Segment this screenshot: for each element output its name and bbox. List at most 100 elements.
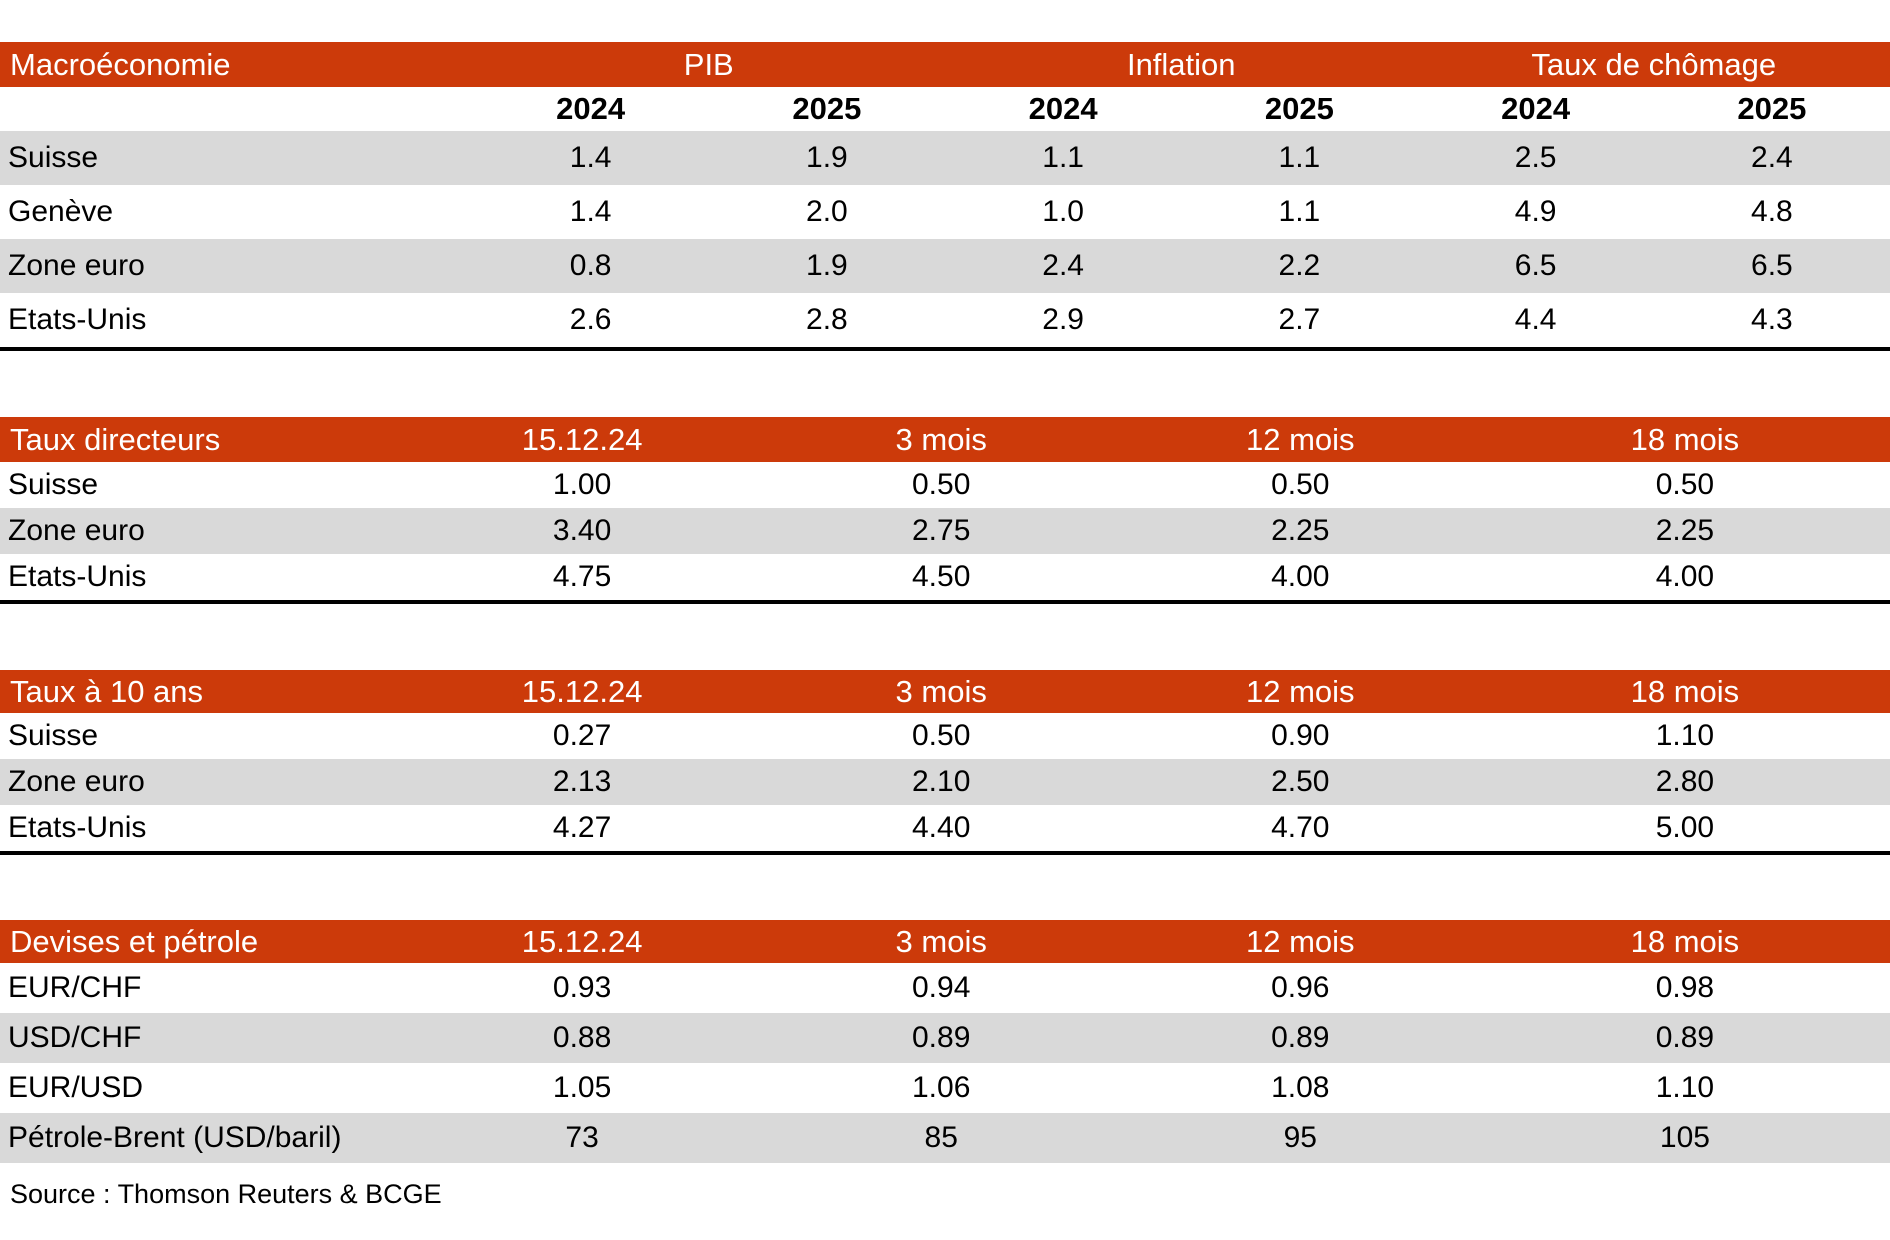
empty-corner-cell <box>0 87 473 131</box>
row-label: Etats-Unis <box>8 303 147 336</box>
row-label: EUR/USD <box>8 1071 144 1104</box>
cell-value: 2.0 <box>806 195 848 228</box>
row-label: Zone euro <box>8 765 145 798</box>
table-taux-10-ans: Taux à 10 ans 15.12.24 3 mois 12 mois 18… <box>0 670 1890 855</box>
source-note: Source : Thomson Reuters & BCGE <box>10 1179 442 1209</box>
group-header-chomage: Taux de chômage <box>1417 42 1890 87</box>
cell-value: 2.50 <box>1271 765 1330 798</box>
row-label: Zone euro <box>8 249 145 282</box>
cell-value: 1.06 <box>912 1071 971 1104</box>
cell-value: 0.89 <box>1271 1021 1330 1054</box>
year-header: 2024 <box>1417 87 1654 131</box>
cell-value: 0.89 <box>1655 1021 1715 1054</box>
year-header: 2025 <box>708 87 945 131</box>
cell-value: 4.00 <box>1655 560 1715 593</box>
cell-value: 1.4 <box>569 141 612 174</box>
col-header-12mois: 12 mois <box>1120 670 1480 713</box>
year-header: 2025 <box>1181 87 1418 131</box>
group-header-inflation: Inflation <box>945 42 1418 87</box>
cell-value: 1.0 <box>1042 195 1084 228</box>
row-label: Pétrole-Brent (USD/baril) <box>8 1121 342 1154</box>
row-label: Suisse <box>8 468 99 501</box>
cell-value: 4.70 <box>1271 811 1330 844</box>
col-header-18mois: 18 mois <box>1479 417 1890 462</box>
table-taux-directeurs: Taux directeurs 15.12.24 3 mois 12 mois … <box>0 417 1890 604</box>
taux-directeurs-header-row: Taux directeurs 15.12.24 3 mois 12 mois … <box>0 417 1890 462</box>
col-header-date: 15.12.24 <box>402 920 762 963</box>
table-row-usd-chf: USD/CHF 0.88 0.89 0.89 0.89 <box>0 1013 1890 1063</box>
cell-value: 4.75 <box>552 560 612 593</box>
cell-value: 105 <box>1659 1121 1710 1154</box>
col-header-date: 15.12.24 <box>402 417 762 462</box>
row-label: Zone euro <box>8 514 145 547</box>
col-header-18mois: 18 mois <box>1479 670 1890 713</box>
table-title-devises-petrole: Devises et pétrole <box>0 920 403 963</box>
cell-value: 4.50 <box>912 560 971 593</box>
taux-10-ans-header-row: Taux à 10 ans 15.12.24 3 mois 12 mois 18… <box>0 670 1890 713</box>
cell-value: 1.9 <box>806 141 848 174</box>
table-row-etats-unis: Etats-Unis 4.75 4.50 4.00 4.00 <box>0 554 1890 602</box>
macro-year-row: 2024 2025 2024 2025 2024 2025 <box>0 87 1890 131</box>
cell-value: 2.4 <box>1042 249 1084 282</box>
row-label: USD/CHF <box>8 1021 142 1054</box>
cell-value: 0.96 <box>1271 971 1330 1004</box>
table-row-zone-euro: Zone euro 3.40 2.75 2.25 2.25 <box>0 508 1890 554</box>
cell-value: 2.25 <box>1271 514 1330 547</box>
cell-value: 2.2 <box>1278 249 1321 282</box>
cell-value: 0.90 <box>1271 719 1330 752</box>
year-header: 2024 <box>945 87 1182 131</box>
cell-value: 5.00 <box>1655 811 1715 844</box>
cell-value: 0.50 <box>912 468 971 501</box>
cell-value: 1.1 <box>1042 141 1084 174</box>
cell-value: 0.89 <box>912 1021 971 1054</box>
row-label: Suisse <box>8 719 99 752</box>
cell-value: 6.5 <box>1751 249 1793 282</box>
cell-value: 4.8 <box>1751 195 1793 228</box>
col-header-3mois: 3 mois <box>761 670 1121 713</box>
cell-value: 2.4 <box>1751 141 1793 174</box>
cell-value: 2.10 <box>912 765 971 798</box>
cell-value: 1.4 <box>569 195 612 228</box>
table-title-macroeconomie: Macroéconomie <box>0 42 473 87</box>
cell-value: 4.4 <box>1514 303 1557 336</box>
table-title-taux-directeurs: Taux directeurs <box>0 417 403 462</box>
table-row-eur-chf: EUR/CHF 0.93 0.94 0.96 0.98 <box>0 963 1890 1013</box>
table-row-zone-euro: Zone euro 0.8 1.9 2.4 2.2 6.5 6.5 <box>0 239 1890 293</box>
group-header-pib: PIB <box>472 42 945 87</box>
devises-header-row: Devises et pétrole 15.12.24 3 mois 12 mo… <box>0 920 1890 963</box>
table-row-zone-euro: Zone euro 2.13 2.10 2.50 2.80 <box>0 759 1890 805</box>
table-row-suisse: Suisse 1.4 1.9 1.1 1.1 2.5 2.4 <box>0 131 1890 185</box>
cell-value: 4.00 <box>1271 560 1330 593</box>
year-header: 2025 <box>1653 87 1890 131</box>
cell-value: 73 <box>565 1121 599 1154</box>
cell-value: 2.6 <box>569 303 612 336</box>
cell-value: 3.40 <box>552 514 612 547</box>
row-label: EUR/CHF <box>8 971 142 1004</box>
cell-value: 1.00 <box>552 468 612 501</box>
cell-value: 0.88 <box>552 1021 612 1054</box>
table-row-etats-unis: Etats-Unis 2.6 2.8 2.9 2.7 4.4 4.3 <box>0 293 1890 349</box>
cell-value: 2.75 <box>912 514 971 547</box>
col-header-date: 15.12.24 <box>402 670 762 713</box>
macro-header-row: Macroéconomie PIB Inflation Taux de chôm… <box>0 42 1890 87</box>
table-row-suisse: Suisse 1.00 0.50 0.50 0.50 <box>0 462 1890 508</box>
cell-value: 0.50 <box>912 719 971 752</box>
cell-value: 0.98 <box>1655 971 1715 1004</box>
table-title-taux-10-ans: Taux à 10 ans <box>0 670 403 713</box>
cell-value: 4.27 <box>552 811 612 844</box>
cell-value: 0.27 <box>552 719 612 752</box>
row-label: Suisse <box>8 141 99 174</box>
cell-value: 0.93 <box>552 971 612 1004</box>
row-label: Etats-Unis <box>8 811 147 844</box>
cell-value: 85 <box>924 1121 958 1154</box>
table-row-suisse: Suisse 0.27 0.50 0.90 1.10 <box>0 713 1890 759</box>
table-row-petrole-brent: Pétrole-Brent (USD/baril) 73 85 95 105 <box>0 1113 1890 1163</box>
cell-value: 2.7 <box>1278 303 1321 336</box>
cell-value: 1.08 <box>1271 1071 1330 1104</box>
report-page: Macroéconomie PIB Inflation Taux de chôm… <box>0 42 1890 1209</box>
cell-value: 2.5 <box>1514 141 1557 174</box>
cell-value: 1.05 <box>552 1071 612 1104</box>
cell-value: 2.8 <box>806 303 848 336</box>
cell-value: 4.40 <box>912 811 971 844</box>
cell-value: 1.10 <box>1655 1071 1715 1104</box>
